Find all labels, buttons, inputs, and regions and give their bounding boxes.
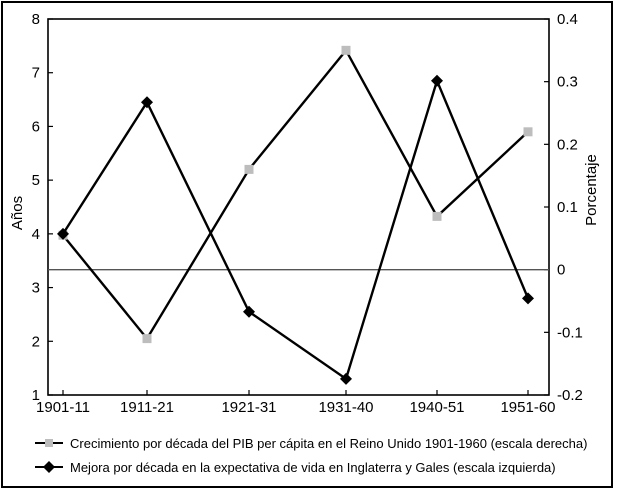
life-expectancy-point — [243, 305, 255, 318]
x-tick-label: 1940-51 — [409, 399, 464, 416]
left-tick-label: 7 — [32, 65, 40, 82]
legend-label-life: Mejora por década en la expectativa de v… — [70, 460, 556, 475]
left-tick-label: 8 — [32, 11, 40, 28]
gdp-point — [244, 164, 254, 174]
x-tick-label: 1931-40 — [318, 399, 373, 416]
legend-marker-life — [43, 461, 55, 473]
right-tick-label: -0.1 — [557, 324, 583, 341]
right-tick-label: 0 — [557, 262, 565, 279]
series-layer — [57, 45, 534, 385]
x-axis-ticks: 1901-11 1911-21 1921-31 1931-40 1940-51 1951-… — [36, 390, 556, 416]
x-tick-label: 1901-11 — [36, 399, 90, 416]
right-tick-label: -0.2 — [557, 387, 583, 404]
gdp-point — [341, 45, 351, 55]
x-tick-label: 1921-31 — [221, 399, 276, 416]
life-expectancy-point — [57, 227, 69, 240]
left-tick-label: 4 — [32, 226, 40, 243]
life-expectancy-line — [61, 77, 530, 381]
x-tick-label: 1951-60 — [500, 399, 555, 416]
legend-marker-gdp — [45, 439, 53, 447]
legend: Crecimiento por década del PIB per cápit… — [35, 436, 587, 475]
right-axis-label: Porcentaje — [583, 154, 600, 226]
left-tick-label: 6 — [32, 118, 40, 135]
left-tick-label: 1 — [32, 387, 40, 404]
right-tick-label: 0.1 — [557, 199, 578, 216]
left-tick-label: 5 — [32, 172, 40, 189]
life-expectancy-point — [141, 96, 153, 109]
left-tick-label: 2 — [32, 333, 40, 350]
life-expectancy-point — [522, 292, 534, 305]
right-tick-label: 0.3 — [557, 74, 578, 91]
right-tick-label: 0.2 — [557, 136, 578, 153]
chart-frame — [1, 1, 613, 488]
right-axis-ticks: 0.4 0.3 0.2 0.1 0 -0.1 -0.2 — [544, 11, 583, 404]
gdp-line — [62, 48, 529, 341]
x-tick-label: 1911-21 — [120, 399, 174, 416]
life-expectancy-point — [340, 372, 352, 385]
left-axis-ticks: 1 2 3 4 5 6 7 8 — [32, 11, 53, 404]
life-expectancy-point — [431, 74, 443, 87]
plot-area — [47, 18, 550, 396]
left-axis-label: Años — [9, 196, 26, 230]
series-gdp — [58, 45, 533, 344]
gdp-point — [523, 127, 533, 137]
series-life-expectancy — [57, 74, 534, 385]
gdp-point — [142, 334, 152, 344]
left-tick-label: 3 — [32, 280, 40, 297]
gdp-point — [432, 211, 442, 221]
right-tick-label: 0.4 — [557, 11, 578, 28]
legend-label-gdp: Crecimiento por década del PIB per cápit… — [70, 436, 587, 451]
